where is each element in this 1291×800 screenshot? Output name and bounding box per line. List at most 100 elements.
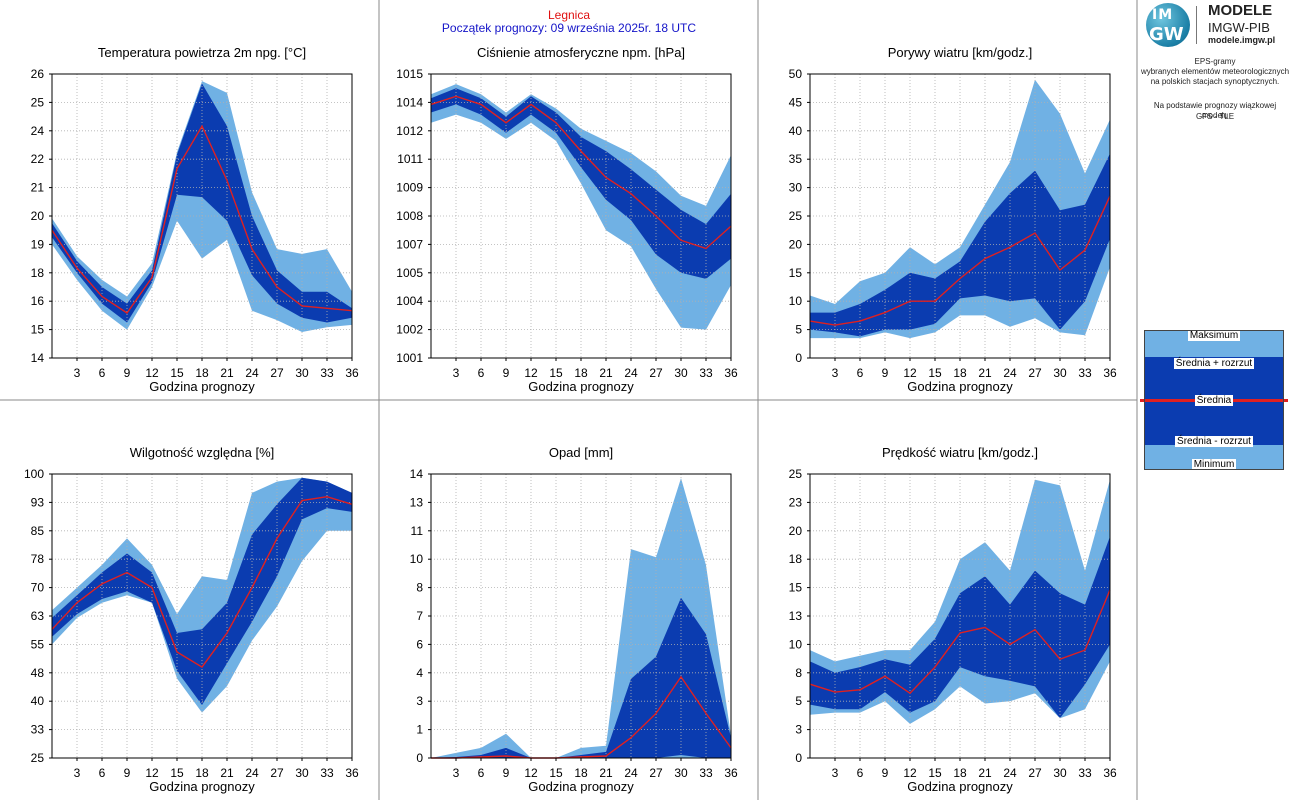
y-tick-label: 20 <box>789 524 803 538</box>
x-tick-label: 27 <box>649 766 663 780</box>
y-tick-label: 20 <box>31 209 45 223</box>
mean-line <box>431 675 732 759</box>
y-tick-label: 25 <box>789 209 803 223</box>
y-tick-label: 55 <box>31 637 45 651</box>
y-tick-label: 16 <box>31 294 45 308</box>
x-tick-label: 30 <box>1053 766 1067 780</box>
x-tick-label: 27 <box>649 366 663 380</box>
y-tick-label: 24 <box>31 124 45 138</box>
y-tick-label: 70 <box>31 581 45 595</box>
y-tick-label: 1001 <box>396 351 423 365</box>
y-tick-label: 100 <box>24 467 44 481</box>
logo-title: MODELE <box>1208 2 1273 19</box>
y-tick-label: 18 <box>31 266 45 280</box>
y-tick-label: 15 <box>789 266 803 280</box>
y-tick-label: 8 <box>795 666 802 680</box>
y-tick-label: 93 <box>31 495 45 509</box>
y-tick-label: 21 <box>31 181 45 195</box>
x-tick-label: 21 <box>599 766 613 780</box>
info-line-3: na polskich stacjach synoptycznych. <box>1150 77 1280 86</box>
forecast-start: Początek prognozy: 09 września 2025r. 18… <box>441 21 697 35</box>
y-tick-label: 10 <box>789 637 803 651</box>
y-tick-label: 1015 <box>396 67 423 81</box>
station-name: Legnica <box>547 8 591 22</box>
chart-title: Prędkość wiatru [km/godz.] <box>882 445 1038 460</box>
logo-divider <box>1196 6 1197 44</box>
y-tick-label: 1008 <box>396 209 423 223</box>
mean-line <box>809 589 1111 695</box>
y-tick-label: 25 <box>31 751 45 765</box>
x-tick-label: 3 <box>74 766 81 780</box>
x-axis-label: Godzina prognozy <box>149 379 255 394</box>
x-tick-label: 9 <box>503 766 510 780</box>
y-tick-label: 45 <box>789 95 803 109</box>
info-line-5: GFS - TLE <box>1195 112 1235 121</box>
legend: Maksimum Średnia + rozrzut Średnia Średn… <box>1140 330 1288 470</box>
legend-mean-label: Średnia <box>1194 395 1234 406</box>
mean-line <box>51 124 353 314</box>
x-tick-label: 33 <box>699 766 713 780</box>
x-tick-label: 24 <box>624 766 638 780</box>
x-tick-label: 33 <box>320 366 334 380</box>
x-tick-label: 18 <box>195 766 209 780</box>
y-tick-label: 33 <box>31 723 45 737</box>
x-tick-label: 24 <box>624 366 638 380</box>
x-tick-label: 12 <box>145 366 159 380</box>
mean-line <box>809 195 1111 326</box>
legend-frame <box>1144 330 1284 470</box>
x-tick-label: 15 <box>928 366 942 380</box>
x-tick-label: 30 <box>295 766 309 780</box>
y-tick-label: 0 <box>416 751 423 765</box>
y-tick-label: 63 <box>31 609 45 623</box>
y-tick-label: 0 <box>795 751 802 765</box>
x-tick-label: 33 <box>1078 366 1092 380</box>
x-tick-label: 3 <box>453 766 460 780</box>
logo-subtitle: IMGW-PIB <box>1208 20 1270 35</box>
x-axis-label: Godzina prognozy <box>907 779 1013 794</box>
x-tick-label: 21 <box>978 766 992 780</box>
chart-pressure: 1001 1002 1004 1005 1007 1008 1009 1011 1012 1014… <box>396 45 738 394</box>
y-tick-label: 85 <box>31 524 45 538</box>
x-tick-label: 24 <box>245 366 259 380</box>
x-axis-label: Godzina prognozy <box>149 779 255 794</box>
imgw-logo: IM GW MODELE IMGW-PIB modele.imgw.pl <box>1146 2 1286 48</box>
x-tick-label: 6 <box>857 766 864 780</box>
x-tick-label: 30 <box>295 366 309 380</box>
y-tick-label: 7 <box>416 609 423 623</box>
x-tick-label: 6 <box>478 366 485 380</box>
x-tick-label: 12 <box>524 766 538 780</box>
x-tick-label: 27 <box>1028 766 1042 780</box>
x-tick-label: 9 <box>124 366 131 380</box>
y-tick-label: 10 <box>410 552 424 566</box>
x-tick-label: 12 <box>145 766 159 780</box>
y-tick-label: 5 <box>795 694 802 708</box>
y-tick-label: 20 <box>789 237 803 251</box>
x-tick-label: 12 <box>903 766 917 780</box>
x-tick-label: 33 <box>320 766 334 780</box>
y-tick-label: 30 <box>789 181 803 195</box>
y-tick-label: 14 <box>31 351 45 365</box>
legend-min-label: Minimum <box>1191 459 1237 470</box>
y-tick-label: 50 <box>789 67 803 81</box>
y-tick-label: 18 <box>789 552 803 566</box>
x-tick-label: 15 <box>549 366 563 380</box>
envelope-band <box>431 84 731 330</box>
x-tick-label: 30 <box>674 366 688 380</box>
y-tick-label: 1005 <box>396 266 423 280</box>
logo-emblem-icon: IM GW <box>1146 3 1190 47</box>
y-tick-label: 35 <box>789 152 803 166</box>
info-line-4: Na podstawie prognozy wiązkowej modelu <box>1153 101 1277 120</box>
x-tick-label: 9 <box>882 366 889 380</box>
mean-line <box>430 95 732 250</box>
y-tick-label: 10 <box>789 294 803 308</box>
x-tick-label: 24 <box>245 766 259 780</box>
x-tick-label: 6 <box>478 766 485 780</box>
x-tick-label: 3 <box>832 766 839 780</box>
y-tick-label: 6 <box>416 637 423 651</box>
x-tick-label: 24 <box>1003 766 1017 780</box>
y-tick-label: 5 <box>795 323 802 337</box>
y-tick-label: 1011 <box>397 152 423 166</box>
x-tick-label: 18 <box>574 366 588 380</box>
